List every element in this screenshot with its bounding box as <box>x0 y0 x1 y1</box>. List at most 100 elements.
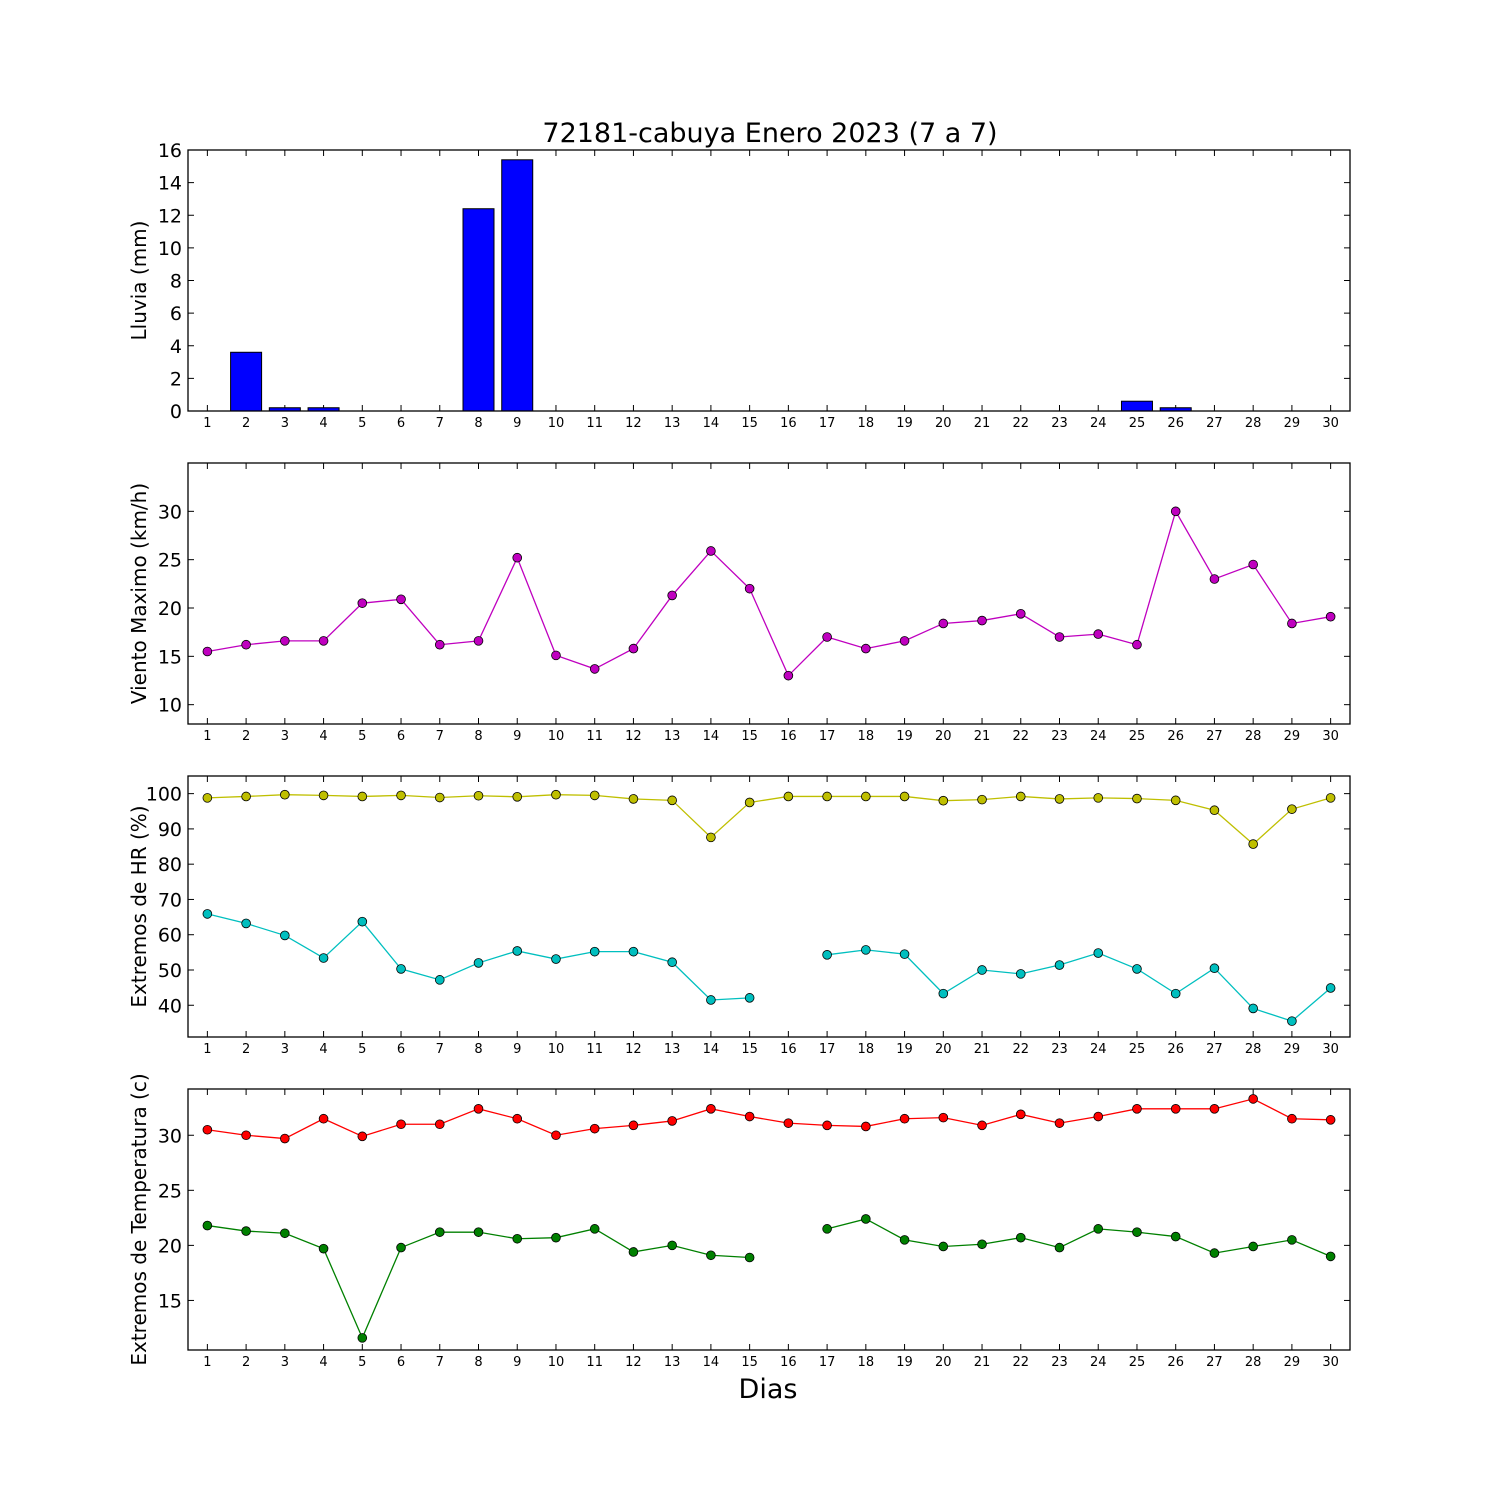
temperature-series-1-point <box>1209 1248 1220 1258</box>
temperature-series-0-point <box>1093 1111 1104 1122</box>
humidity-series-0-point <box>977 794 987 805</box>
rain-ytick-label: 16 <box>158 140 182 162</box>
humidity-series-0-point <box>706 832 716 843</box>
wind-xtick-label: 22 <box>1012 729 1029 744</box>
wind-xtick-label: 24 <box>1090 729 1107 744</box>
rain-ytick-label: 0 <box>170 401 182 423</box>
temperature-series-1-point <box>551 1232 561 1243</box>
wind-series-0-point <box>1015 608 1026 619</box>
temperature-series-1-point <box>473 1227 484 1237</box>
humidity-series-1-point <box>396 964 406 974</box>
rain-xtick-label: 25 <box>1129 416 1146 431</box>
humidity-xtick-label: 13 <box>664 1042 681 1057</box>
wind-xtick-label: 25 <box>1129 729 1146 744</box>
temperature-series-0-point <box>783 1118 794 1128</box>
humidity-series-1-point <box>1287 1016 1297 1026</box>
wind-series-0-point <box>473 636 484 646</box>
rain-axes-frame <box>187 149 1351 412</box>
humidity-xtick-label: 11 <box>586 1042 603 1057</box>
wind-series-0-point <box>280 636 290 646</box>
wind-ytick-label: 20 <box>158 598 182 620</box>
temperature-xtick-label: 3 <box>281 1355 289 1370</box>
wind-ytick-label: 30 <box>158 501 182 523</box>
humidity-series-1-point <box>434 975 445 985</box>
wind-series-0-point <box>357 598 368 608</box>
temperature-xtick-label: 23 <box>1051 1355 1068 1370</box>
humidity-series-0-point <box>1015 791 1026 802</box>
rain-ytick-label: 12 <box>158 205 182 227</box>
wind-series-0-point <box>318 636 329 646</box>
humidity-series-1-point <box>318 953 329 963</box>
temperature-series-1-point <box>1132 1227 1142 1237</box>
rain-xtick-label: 18 <box>858 416 875 431</box>
rain-ytick-label: 6 <box>170 303 182 325</box>
humidity-series-0-point <box>589 790 600 801</box>
humidity-series-0-point <box>1209 805 1220 816</box>
humidity-xtick-label: 25 <box>1129 1042 1146 1057</box>
temperature-xtick-label: 29 <box>1284 1355 1301 1370</box>
wind-xtick-label: 20 <box>935 729 952 744</box>
humidity-ytick-label: 40 <box>158 995 182 1017</box>
wind-xtick-label: 3 <box>281 729 289 744</box>
humidity-series-0-point <box>628 794 639 804</box>
rain-bar <box>230 351 263 412</box>
temperature-series-1-point <box>899 1235 910 1245</box>
humidity-series-0-point <box>1054 794 1065 804</box>
temperature-xtick-label: 17 <box>819 1355 836 1370</box>
temperature-xtick-label: 4 <box>319 1355 327 1370</box>
wind-series-0-point <box>744 583 755 594</box>
humidity-series-1-point <box>551 954 561 964</box>
humidity-xtick-label: 7 <box>436 1042 444 1057</box>
temperature-series-0-point <box>434 1119 445 1130</box>
temperature-xtick-label: 10 <box>548 1355 565 1370</box>
temperature-xtick-label: 24 <box>1090 1355 1107 1370</box>
temperature-series-1-point <box>938 1241 949 1252</box>
humidity-series-1-point <box>357 916 368 927</box>
humidity-ylabel: Extremos de HR (%) <box>127 805 151 1007</box>
temperature-series-1-point <box>1015 1232 1026 1243</box>
wind-ytick-label: 10 <box>158 695 182 717</box>
humidity-xtick-label: 2 <box>242 1042 250 1057</box>
wind-series-0-point <box>1325 611 1336 622</box>
humidity-xtick-label: 16 <box>780 1042 797 1057</box>
humidity-series-1-point <box>512 946 523 956</box>
wind-axes-frame <box>187 462 1351 725</box>
temperature-xtick-label: 12 <box>625 1355 642 1370</box>
temperature-series-1-point <box>1093 1224 1104 1234</box>
humidity-series-1-line <box>207 913 750 1001</box>
temperature-series-1-point <box>1248 1241 1258 1252</box>
wind-series-0-point <box>1287 618 1297 629</box>
temperature-xtick-label: 26 <box>1167 1355 1184 1370</box>
humidity-ytick-label: 70 <box>158 889 182 911</box>
humidity-xtick-label: 17 <box>819 1042 836 1057</box>
humidity-series-0-point <box>667 795 677 806</box>
temperature-series-1-point <box>667 1240 677 1251</box>
wind-series-0-line <box>207 509 1331 677</box>
temperature-series-1-point <box>822 1224 832 1234</box>
wind-series-0-point <box>1248 559 1258 570</box>
wind-xtick-label: 10 <box>548 729 565 744</box>
wind-xtick-label: 15 <box>741 729 758 744</box>
wind-series-0-point <box>434 639 445 650</box>
humidity-series-1-point <box>1209 963 1220 974</box>
humidity-xtick-label: 30 <box>1322 1042 1339 1057</box>
rain-xtick-label: 6 <box>397 416 405 431</box>
temperature-series-0-point <box>1248 1094 1258 1104</box>
temperature-xtick-label: 18 <box>858 1355 875 1370</box>
temperature-series-0-point <box>473 1104 484 1114</box>
humidity-series-0-point <box>822 791 832 802</box>
temperature-series-0-point <box>318 1113 329 1124</box>
wind-series-0-point <box>822 632 832 642</box>
humidity-series-0-point <box>396 790 406 801</box>
humidity-xtick-label: 23 <box>1051 1042 1068 1057</box>
humidity-series-1-point <box>241 918 251 929</box>
wind-xtick-label: 16 <box>780 729 797 744</box>
humidity-series-0-point <box>1132 793 1142 804</box>
humidity-ytick-label: 80 <box>158 854 182 876</box>
temperature-series-1-point <box>1054 1242 1065 1253</box>
humidity-xtick-label: 12 <box>625 1042 642 1057</box>
humidity-axes-frame <box>187 775 1351 1038</box>
rain-xtick-label: 22 <box>1012 416 1029 431</box>
wind-xtick-label: 9 <box>513 729 521 744</box>
